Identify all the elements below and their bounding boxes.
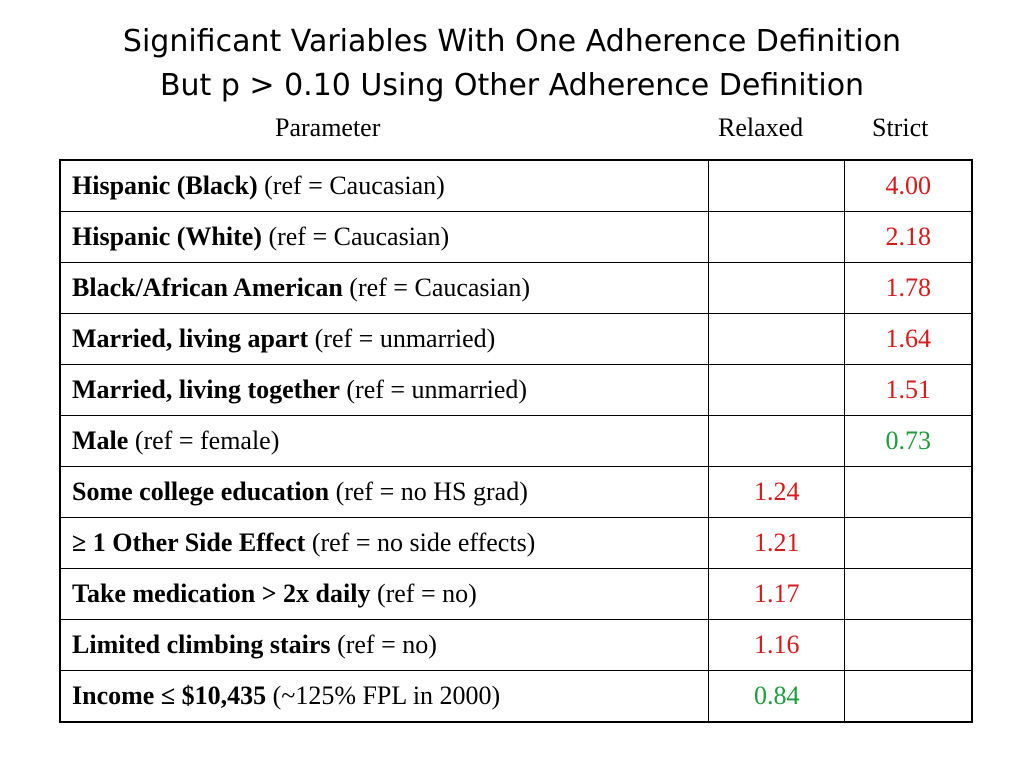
parameter-cell: Take medication > 2x daily (ref = no) <box>59 568 709 620</box>
variable-name: Some college education <box>72 477 330 506</box>
relaxed-value: 0.84 <box>707 670 846 723</box>
variable-name: ≥ 1 Other Side Effect <box>72 528 306 557</box>
reference-category: (ref = no) <box>370 579 477 608</box>
variable-name: Black/African American <box>72 273 343 302</box>
table-row: Limited climbing stairs (ref = no) 1.16 <box>59 619 973 671</box>
variable-name: Male <box>72 426 129 455</box>
table-row: Hispanic (Black) (ref = Caucasian) 4.00 <box>59 159 973 212</box>
reference-category: (~125% FPL in 2000) <box>266 681 501 710</box>
table-row: Some college education (ref = no HS grad… <box>59 466 973 518</box>
variable-name: Take medication > 2x daily <box>72 579 371 608</box>
variable-name: Limited climbing stairs <box>72 630 331 659</box>
parameter-cell: Hispanic (Black) (ref = Caucasian) <box>59 159 709 212</box>
relaxed-value: 1.24 <box>707 466 846 518</box>
reference-category: (ref = no) <box>330 630 437 659</box>
variable-name: Married, living apart <box>72 324 309 353</box>
title-line-1: Significant Variables With One Adherence… <box>122 24 902 59</box>
strict-value <box>844 568 973 620</box>
variable-name: Hispanic (White) <box>72 222 262 251</box>
strict-value: 0.73 <box>844 415 973 467</box>
strict-value <box>844 517 973 569</box>
reference-category: (ref = no HS grad) <box>329 477 528 506</box>
table-row: Male (ref = female) 0.73 <box>59 415 973 467</box>
strict-value: 1.64 <box>844 313 973 365</box>
header-strict: Strict <box>872 113 929 142</box>
parameter-cell: Income ≤ $10,435 (~125% FPL in 2000) <box>59 670 709 723</box>
strict-value: 4.00 <box>844 159 973 212</box>
table-row: Take medication > 2x daily (ref = no) 1.1… <box>59 568 973 620</box>
relaxed-value: 1.21 <box>707 517 846 569</box>
results-table: Hispanic (Black) (ref = Caucasian) 4.00 Hi… <box>59 159 973 723</box>
parameter-cell: Limited climbing stairs (ref = no) <box>59 619 709 671</box>
relaxed-value <box>707 262 846 314</box>
parameter-cell: Hispanic (White) (ref = Caucasian) <box>59 211 709 263</box>
parameter-cell: Male (ref = female) <box>59 415 709 467</box>
table-row: Hispanic (White) (ref = Caucasian) 2.18 <box>59 211 973 263</box>
strict-value <box>844 619 973 671</box>
parameter-cell: Some college education (ref = no HS grad… <box>59 466 709 518</box>
reference-category: (ref = unmarried) <box>339 375 528 404</box>
strict-value: 1.51 <box>844 364 973 416</box>
slide-title: Significant Variables With One Adherence… <box>0 20 1024 108</box>
strict-value: 2.18 <box>844 211 973 263</box>
reference-category: (ref = Caucasian) <box>257 171 445 200</box>
table-row: Married, living together (ref = unmarrie… <box>59 364 973 416</box>
reference-category: (ref = Caucasian) <box>342 273 530 302</box>
parameter-cell: Married, living apart (ref = unmarried) <box>59 313 709 365</box>
relaxed-value <box>707 415 846 467</box>
variable-name: Hispanic (Black) <box>72 171 258 200</box>
reference-category: (ref = Caucasian) <box>261 222 450 251</box>
table-row: ≥ 1 Other Side Effect (ref = no side eff… <box>59 517 973 569</box>
header-relaxed: Relaxed <box>718 113 804 142</box>
table-row: Black/African American (ref = Caucasian)… <box>59 262 973 314</box>
relaxed-value <box>707 364 846 416</box>
relaxed-value <box>707 211 846 263</box>
title-line-2: But p > 0.10 Using Other Adherence Defin… <box>159 68 865 103</box>
variable-name: Income ≤ $10,435 <box>72 681 267 710</box>
table-row: Married, living apart (ref = unmarried) 1… <box>59 313 973 365</box>
relaxed-value <box>707 313 846 365</box>
relaxed-value: 1.17 <box>707 568 846 620</box>
strict-value <box>844 466 973 518</box>
variable-name: Married, living together <box>72 375 340 404</box>
reference-category: (ref = unmarried) <box>308 324 496 353</box>
parameter-cell: Married, living together (ref = unmarrie… <box>59 364 709 416</box>
parameter-cell: Black/African American (ref = Caucasian) <box>59 262 709 314</box>
reference-category: (ref = no side effects) <box>305 528 536 557</box>
relaxed-value <box>707 159 846 212</box>
strict-value <box>844 670 973 723</box>
reference-category: (ref = female) <box>128 426 280 455</box>
table-row: Income ≤ $10,435 (~125% FPL in 2000) 0.84 <box>59 670 973 723</box>
parameter-cell: ≥ 1 Other Side Effect (ref = no side eff… <box>59 517 709 569</box>
relaxed-value: 1.16 <box>707 619 846 671</box>
strict-value: 1.78 <box>844 262 973 314</box>
header-parameter: Parameter <box>275 113 381 142</box>
results-table-body: Hispanic (Black) (ref = Caucasian) 4.00 Hi… <box>59 159 973 723</box>
